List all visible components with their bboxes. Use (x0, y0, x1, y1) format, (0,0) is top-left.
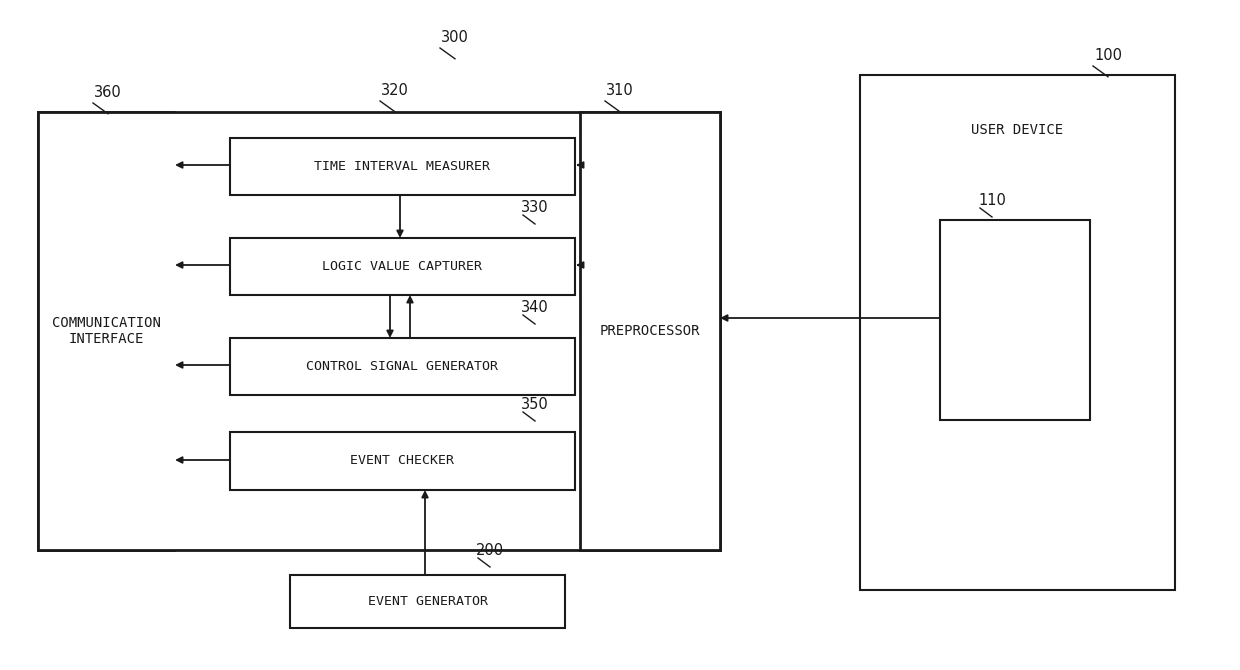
Text: EVENT GENERATOR: EVENT GENERATOR (367, 595, 487, 608)
Text: 340: 340 (521, 300, 549, 315)
Bar (229, 138, 575, 195)
Text: TIME INTERVAL MEASURER: TIME INTERVAL MEASURER (315, 160, 491, 173)
Text: 200: 200 (476, 543, 505, 558)
Text: COMMUNICATION
INTERFACE: COMMUNICATION INTERFACE (52, 316, 160, 346)
Text: 350: 350 (521, 397, 549, 412)
Bar (580, 112, 720, 550)
Text: CONTROL SIGNAL GENERATOR: CONTROL SIGNAL GENERATOR (306, 360, 498, 373)
Bar (940, 220, 1090, 420)
Text: 360: 360 (94, 85, 122, 100)
Bar (861, 75, 1176, 590)
Text: PREPROCESSOR: PREPROCESSOR (600, 324, 701, 338)
Text: LOGIC VALUE CAPTURER: LOGIC VALUE CAPTURER (322, 260, 482, 273)
Text: 100: 100 (1094, 48, 1122, 63)
Text: 330: 330 (521, 200, 549, 215)
Bar (229, 432, 575, 490)
Text: 310: 310 (606, 83, 634, 98)
Bar (38, 112, 720, 550)
Bar (229, 338, 575, 395)
Bar (229, 238, 575, 295)
Text: 300: 300 (441, 30, 469, 45)
Text: USER DEVICE: USER DEVICE (971, 123, 1064, 137)
Text: 320: 320 (381, 83, 409, 98)
Bar (38, 112, 174, 550)
Text: 110: 110 (978, 193, 1006, 208)
Text: EVENT CHECKER: EVENT CHECKER (351, 454, 455, 468)
Bar (290, 575, 565, 628)
